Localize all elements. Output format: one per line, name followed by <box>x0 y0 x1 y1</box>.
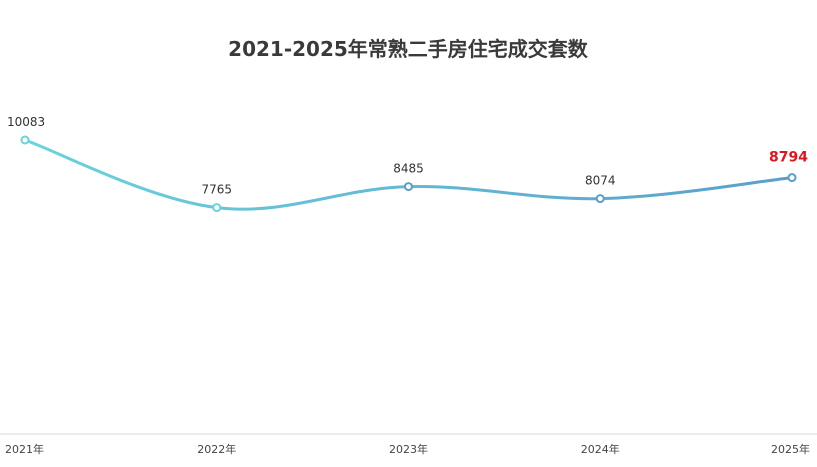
data-label: 10083 <box>7 115 45 129</box>
x-tick-label: 2025年 <box>771 442 810 456</box>
x-tick-label: 2023年 <box>389 442 428 456</box>
x-tick-labels-layer: 2021年 2022年 2023年 2024年 2025年 <box>5 442 810 456</box>
data-point <box>404 182 413 192</box>
data-label: 8074 <box>585 174 616 188</box>
data-labels-layer: 10083 7765 8485 8074 8794 <box>7 115 808 197</box>
data-point <box>20 135 30 145</box>
data-point <box>595 194 605 204</box>
points-layer <box>20 135 797 213</box>
chart-title: 2021-2025年常熟二手房住宅成交套数 <box>228 37 589 61</box>
data-label: 8485 <box>393 162 424 176</box>
data-label: 7765 <box>201 183 232 197</box>
x-tick-label: 2024年 <box>581 442 620 456</box>
data-point <box>787 173 797 183</box>
data-point <box>212 203 222 213</box>
x-tick-label: 2022年 <box>197 442 236 456</box>
x-tick-label: 2021年 <box>5 442 44 456</box>
data-label: 8794 <box>769 150 808 166</box>
